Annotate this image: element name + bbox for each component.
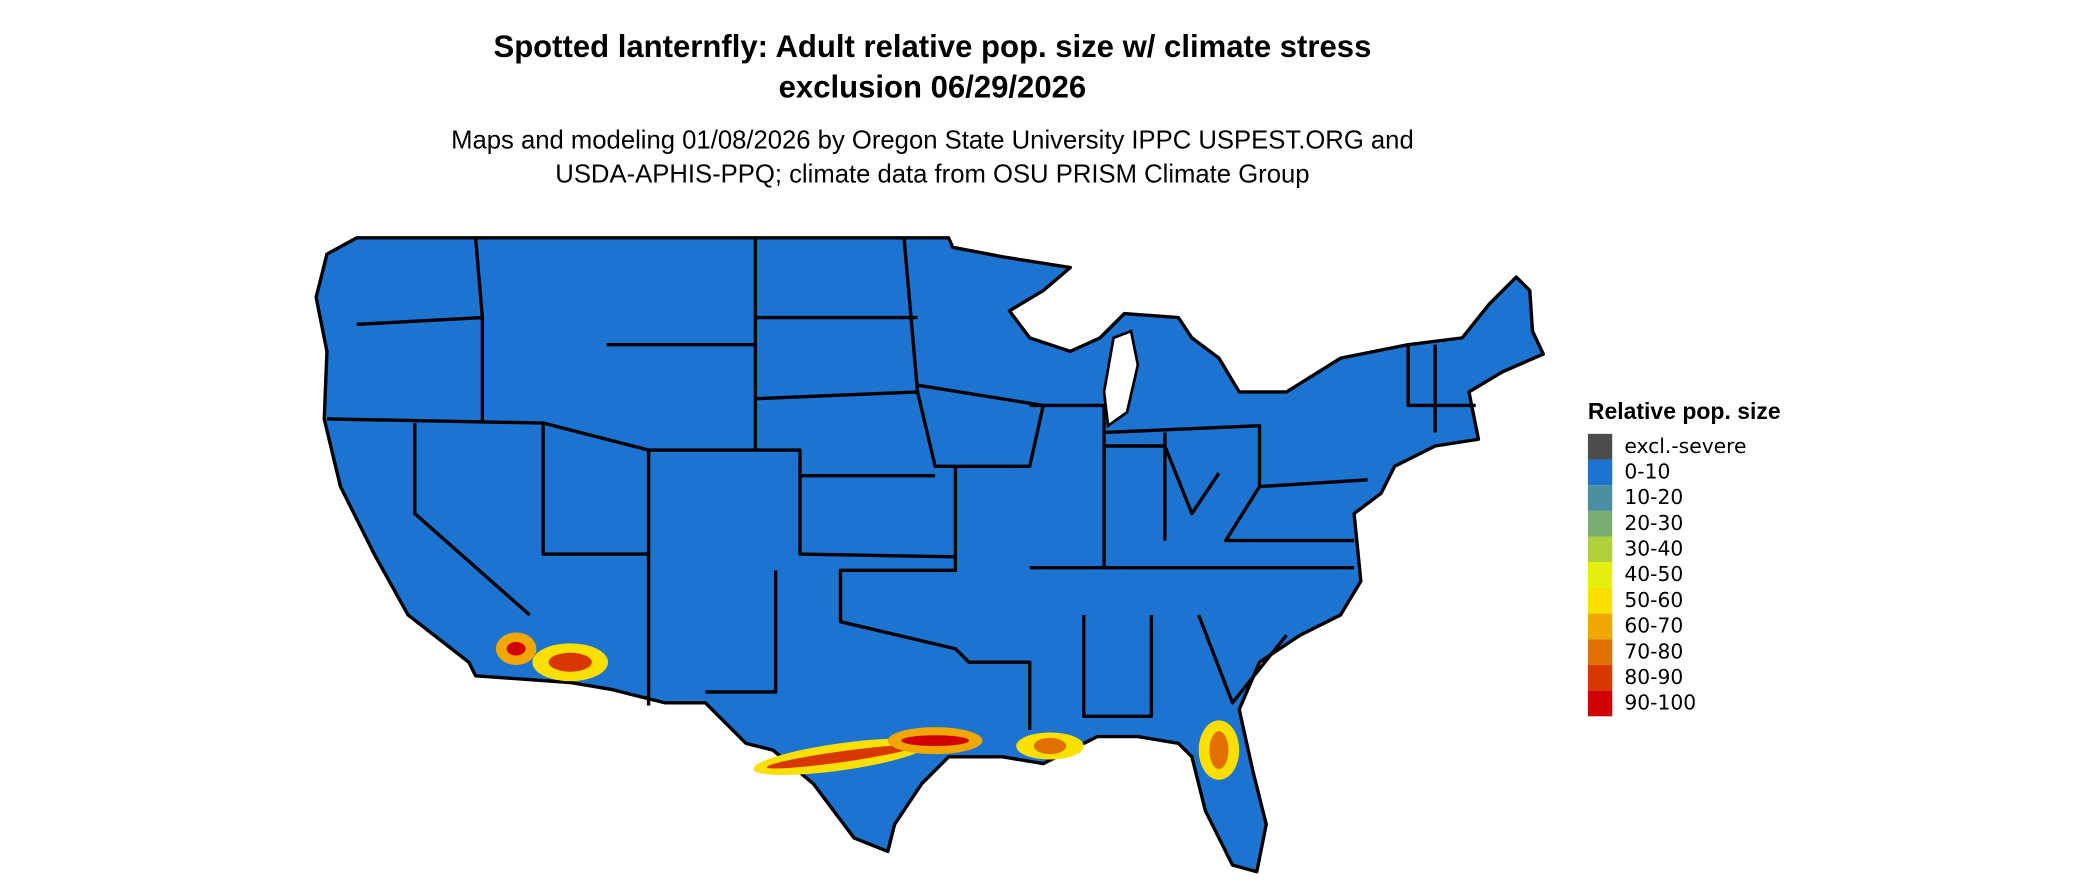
legend-swatch [1587, 690, 1613, 717]
legend-swatch [1587, 613, 1613, 640]
legend-label: 20-30 [1624, 511, 1683, 535]
legend-swatch [1587, 459, 1613, 486]
legend-label: 80-90 [1624, 665, 1683, 689]
state-borders [326, 237, 1476, 730]
legend-label: 0-10 [1624, 460, 1670, 484]
title-line: Spotted lanternfly: Adult relative pop. … [493, 29, 1371, 64]
legend-swatch [1587, 536, 1613, 563]
title-line: exclusion 06/29/2026 [779, 69, 1087, 104]
legend-title: Relative pop. size [1588, 398, 1781, 424]
legend-label: 30-40 [1624, 537, 1683, 561]
legend-swatch [1587, 510, 1613, 537]
legend-label: 10-20 [1624, 485, 1683, 509]
us-map [314, 236, 1545, 874]
legend-swatch [1587, 433, 1613, 460]
legend-swatch [1587, 639, 1613, 665]
subtitle-line: USDA-APHIS-PPQ; climate data from OSU PR… [555, 160, 1309, 188]
legend-swatch [1587, 562, 1613, 588]
legend-swatch [1587, 587, 1613, 614]
lake-michigan [1102, 329, 1140, 429]
subtitle-line: Maps and modeling 01/08/2026 by Oregon S… [451, 127, 1414, 155]
legend: Relative pop. size excl.-severe0-1010-20… [1587, 398, 1781, 717]
legend-label: 60-70 [1624, 614, 1683, 638]
legend-label: 40-50 [1624, 562, 1683, 586]
legend-swatch [1587, 664, 1613, 691]
hot-zones [495, 632, 1240, 780]
legend-label: 70-80 [1624, 639, 1683, 663]
legend-label: 90-100 [1624, 691, 1696, 715]
legend-label: excl.-severe [1624, 434, 1746, 458]
legend-swatch [1587, 485, 1613, 511]
legend-label: 50-60 [1624, 588, 1683, 612]
